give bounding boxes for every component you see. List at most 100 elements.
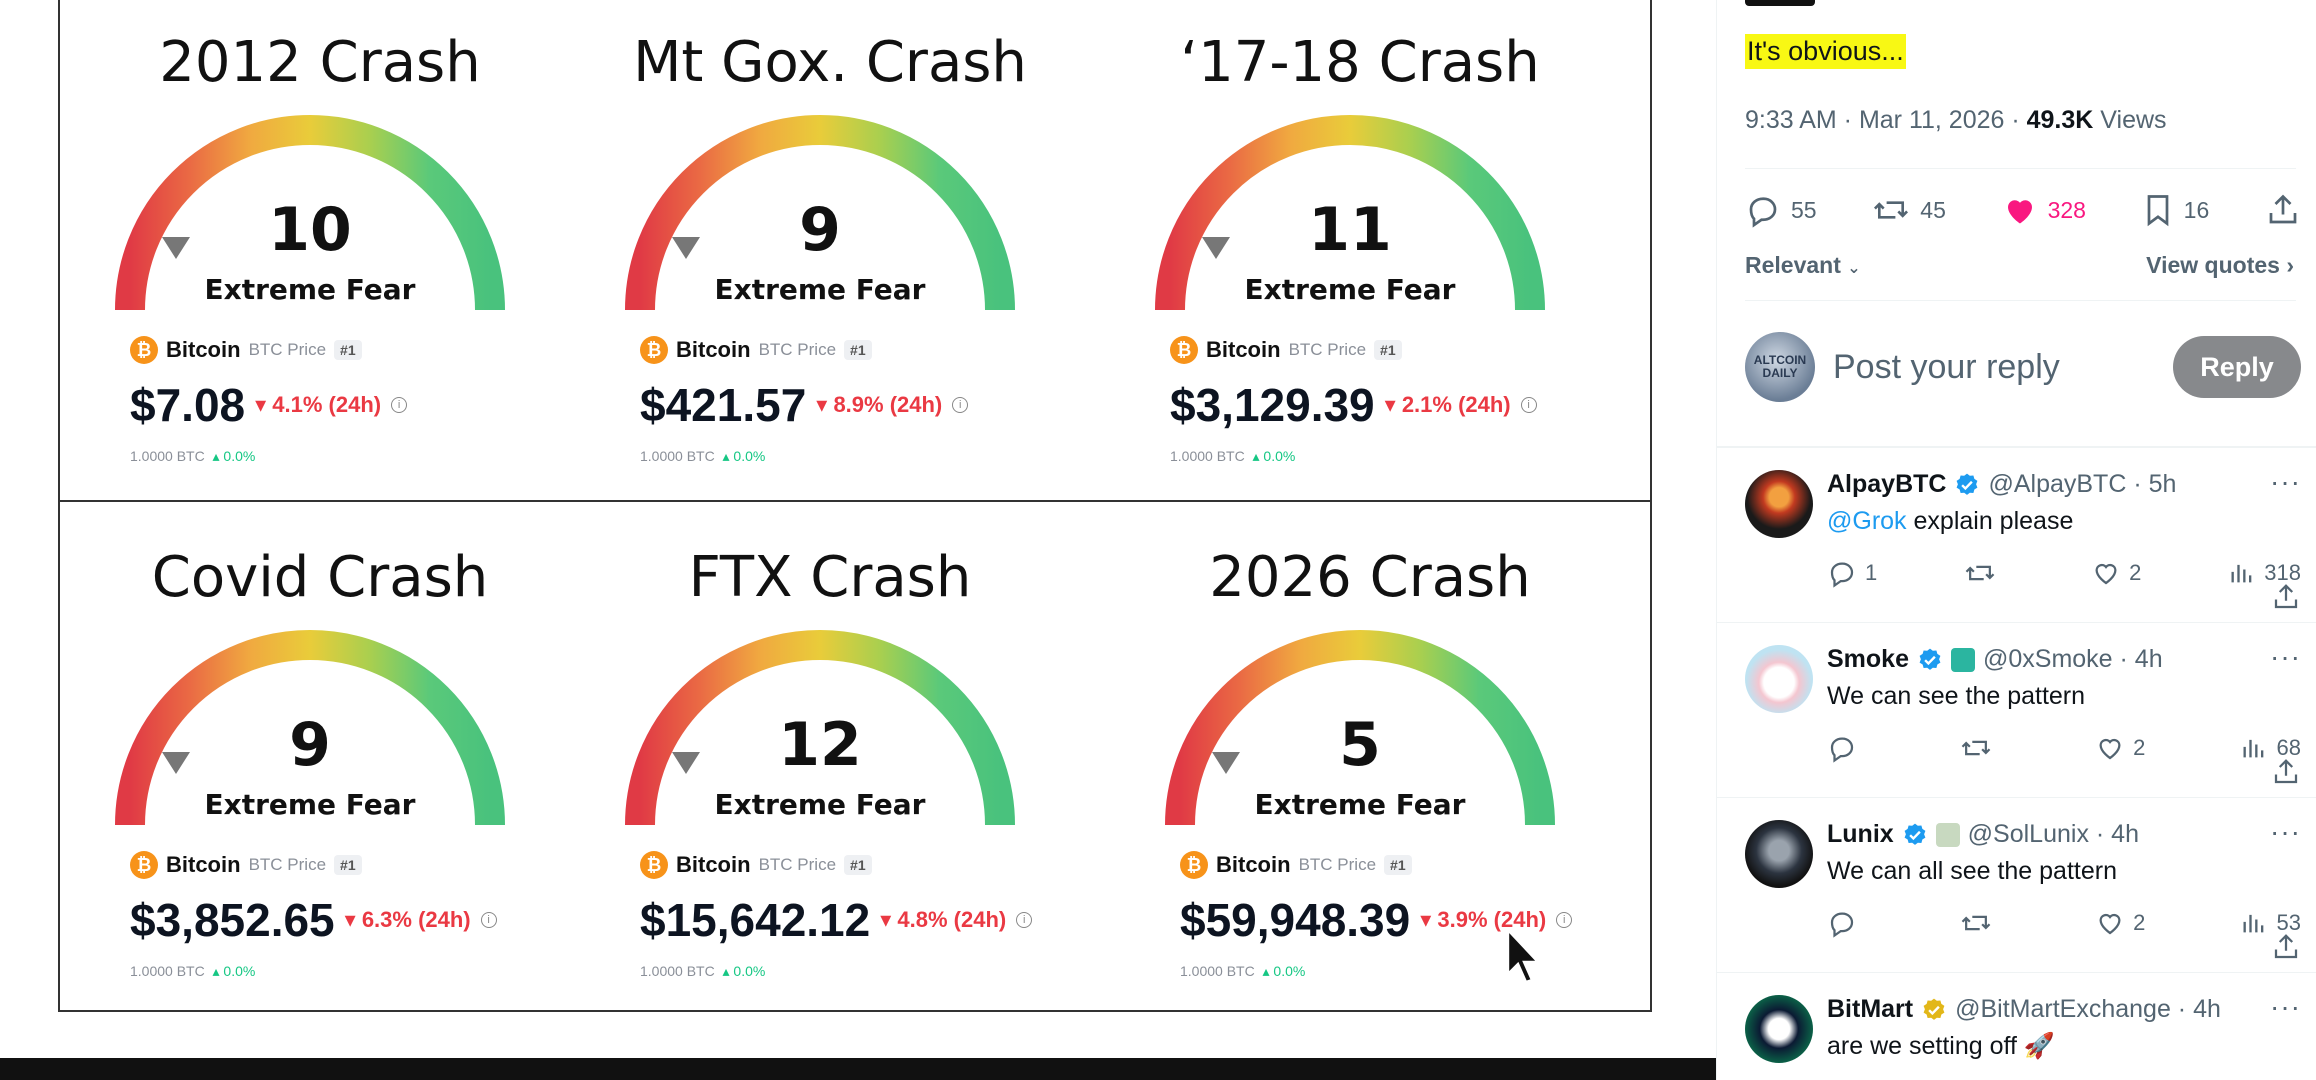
coin-row: ₿ Bitcoin BTC Price #1: [130, 851, 362, 879]
fear-index-value: 9: [289, 710, 331, 780]
tweet-meta: 9:33 AM · Mar 11, 2026 · 49.3K Views: [1745, 106, 2167, 135]
meta-divider: [1745, 168, 2296, 169]
verified-badge-icon: [1957, 473, 1978, 495]
coin-row: ₿ Bitcoin BTC Price #1: [130, 336, 362, 364]
reply-text-body: are we setting off 🚀: [1827, 1032, 2056, 1060]
reply-like-count: 2: [2133, 910, 2146, 935]
tweet-timestamp[interactable]: 9:33 AM · Mar 11, 2026 ·: [1745, 106, 2027, 134]
crash-title: Covid Crash: [151, 545, 489, 610]
btc-price: $3,129.39: [1170, 379, 1375, 431]
repost-action[interactable]: 45: [1872, 192, 1946, 228]
price-row: $59,948.39 ▾ 3.9% (24h) i: [1180, 893, 1573, 947]
price-change: ▾ 8.9% (24h): [816, 392, 943, 417]
coin-name: Bitcoin: [676, 852, 751, 877]
reply-share-button[interactable]: [2271, 932, 2301, 967]
reply-views-button[interactable]: 68: [2240, 733, 2301, 763]
coin-row: ₿ Bitcoin BTC Price #1: [1170, 336, 1402, 364]
reply-author-name[interactable]: Lunix: [1827, 820, 1894, 848]
reply-share-button[interactable]: [2271, 582, 2301, 617]
btc-amount: 1.0000 BTC: [640, 963, 715, 979]
bitcoin-icon: ₿: [130, 851, 158, 879]
reply-repost-button[interactable]: [1960, 908, 2000, 938]
more-options-icon[interactable]: ···: [2270, 641, 2301, 672]
crash-title: 2012 Crash: [159, 30, 481, 95]
mouse-cursor-icon: [1506, 928, 1540, 984]
reply-avatar[interactable]: [1745, 645, 1813, 713]
reply-handle[interactable]: @AlpayBTC · 5h: [1988, 470, 2177, 498]
tweet-media-image[interactable]: 2012 Crash 10 Extreme Fear ₿ Bitcoin BTC…: [0, 0, 1716, 1080]
views-icon: [2231, 564, 2252, 583]
more-options-icon[interactable]: ···: [2270, 816, 2301, 847]
reply-header: Lunix @SolLunix · 4h: [1827, 820, 2301, 849]
coin-sub: BTC Price: [1288, 340, 1367, 359]
reply-button[interactable]: Reply: [2173, 336, 2301, 398]
btc-change-value: 0.0%: [733, 448, 766, 464]
reply-repost-button[interactable]: [1960, 733, 2000, 763]
reply-text: We can all see the pattern: [1827, 857, 2301, 886]
reply-author-name[interactable]: Smoke: [1827, 645, 1909, 673]
tweet-text: It's obvious...: [1745, 34, 1906, 69]
current-user-avatar-text: ALTCOIN DAILY: [1753, 353, 1807, 380]
coin-rank: #1: [844, 855, 872, 875]
reply-sort-dropdown[interactable]: Relevant ⌄: [1745, 252, 1861, 279]
reply-action[interactable]: 55: [1745, 192, 1817, 228]
media-bottom-bar: [0, 1058, 1716, 1080]
heart-icon: [2095, 563, 2117, 585]
crash-card: Covid Crash 9 Extreme Fear ₿ Bitcoin BTC…: [60, 515, 580, 1015]
reply-handle[interactable]: @0xSmoke · 4h: [1982, 645, 2163, 673]
share-action[interactable]: [2265, 192, 2301, 228]
reply-share-button[interactable]: [2271, 757, 2301, 792]
fear-index-label: Extreme Fear: [204, 273, 416, 306]
like-count: 328: [2047, 196, 2086, 223]
bitcoin-icon: ₿: [640, 336, 668, 364]
fear-gauge: 12 Extreme Fear: [620, 630, 1020, 830]
more-options-icon[interactable]: ···: [2270, 991, 2301, 1022]
reply-like-button[interactable]: 2: [2095, 733, 2145, 763]
reply-comment-button[interactable]: [1827, 733, 1865, 763]
reply-divider: [1717, 797, 2316, 798]
coin-row: ₿ Bitcoin BTC Price #1: [640, 851, 872, 879]
reply-views-button[interactable]: 53: [2240, 908, 2301, 938]
reply-comment-count: 1: [1865, 560, 1878, 585]
more-options-icon[interactable]: ···: [2270, 466, 2301, 497]
bookmark-action[interactable]: 16: [2142, 192, 2209, 228]
repost-count: 45: [1920, 196, 1946, 223]
bitcoin-icon: ₿: [1180, 851, 1208, 879]
btc-change-value: 0.0%: [223, 963, 256, 979]
share-icon: [2269, 194, 2297, 224]
coin-name: Bitcoin: [166, 852, 241, 877]
reply-views-button[interactable]: 318: [2228, 558, 2301, 588]
crash-grid: [58, 0, 1652, 1012]
author-avatar-partial[interactable]: [1745, 0, 1815, 6]
info-icon: i: [480, 912, 497, 928]
reply-handle[interactable]: @SolLunix · 4h: [1967, 820, 2139, 848]
view-quotes-link[interactable]: View quotes ›: [2146, 252, 2294, 279]
reply-action-bar: 2 53: [1827, 908, 2301, 938]
reply-like-button[interactable]: 2: [2091, 558, 2141, 588]
reply-avatar[interactable]: [1745, 820, 1813, 888]
reply-like-button[interactable]: 2: [2095, 908, 2145, 938]
bitcoin-icon: ₿: [1170, 336, 1198, 364]
reply-composer: ALTCOIN DAILY Post your reply Reply: [1745, 332, 2301, 402]
reply-input[interactable]: Post your reply: [1833, 347, 2060, 386]
info-icon: i: [1556, 912, 1573, 928]
reply-handle[interactable]: @BitMartExchange · 4h: [1955, 995, 2221, 1023]
reply-header: BitMart @BitMartExchange · 4h: [1827, 995, 2301, 1024]
affiliate-badge-icon: [1935, 822, 1960, 847]
tweet-views-label: Views: [2093, 106, 2167, 134]
btc-amount: 1.0000 BTC: [130, 448, 205, 464]
reply-comment-button[interactable]: [1827, 908, 1865, 938]
reply-avatar[interactable]: [1745, 470, 1813, 538]
crash-title: ‘17-18 Crash: [1180, 30, 1540, 95]
current-user-avatar[interactable]: ALTCOIN DAILY: [1745, 332, 1815, 402]
reply-comment-button[interactable]: 1: [1827, 558, 1877, 588]
reply-avatar[interactable]: [1745, 995, 1813, 1063]
view-quotes-label: View quotes: [2146, 252, 2280, 278]
reply-mention[interactable]: @Grok: [1827, 507, 1907, 535]
reply-author-name[interactable]: AlpayBTC: [1827, 470, 1947, 498]
reply-repost-button[interactable]: [1964, 558, 2004, 588]
reply-action-bar: 1 2 318: [1827, 558, 2301, 588]
like-action[interactable]: 328: [2002, 192, 2086, 228]
price-row: $15,642.12 ▾ 4.8% (24h) i: [640, 893, 1033, 947]
reply-author-name[interactable]: BitMart: [1827, 995, 1914, 1023]
